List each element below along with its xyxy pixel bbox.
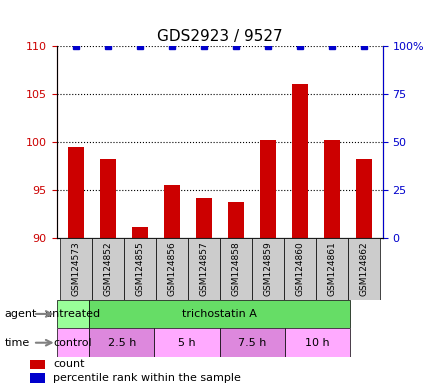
- Text: GSM124859: GSM124859: [263, 241, 272, 296]
- Text: trichostatin A: trichostatin A: [182, 309, 256, 319]
- FancyBboxPatch shape: [251, 238, 283, 300]
- FancyBboxPatch shape: [59, 238, 92, 300]
- Text: control: control: [53, 338, 92, 348]
- Bar: [355, 159, 371, 238]
- Text: GSM124860: GSM124860: [294, 241, 303, 296]
- FancyBboxPatch shape: [347, 238, 379, 300]
- Bar: [132, 227, 148, 238]
- Text: untreated: untreated: [45, 309, 100, 319]
- Bar: [227, 202, 243, 238]
- Text: GSM124858: GSM124858: [230, 241, 240, 296]
- Text: agent: agent: [4, 309, 36, 319]
- FancyBboxPatch shape: [284, 328, 349, 357]
- Text: 2.5 h: 2.5 h: [107, 338, 136, 348]
- FancyBboxPatch shape: [92, 238, 123, 300]
- Text: 7.5 h: 7.5 h: [237, 338, 266, 348]
- Text: time: time: [4, 338, 30, 348]
- FancyBboxPatch shape: [155, 238, 187, 300]
- Bar: [259, 140, 275, 238]
- FancyBboxPatch shape: [219, 328, 284, 357]
- Text: GSM124857: GSM124857: [199, 241, 208, 296]
- Bar: [30, 373, 45, 382]
- Bar: [68, 147, 83, 238]
- Text: 5 h: 5 h: [178, 338, 195, 348]
- Text: GSM124861: GSM124861: [326, 241, 335, 296]
- FancyBboxPatch shape: [89, 328, 154, 357]
- Text: GSM124856: GSM124856: [167, 241, 176, 296]
- FancyBboxPatch shape: [154, 328, 219, 357]
- Bar: [99, 159, 115, 238]
- Bar: [30, 360, 45, 369]
- Bar: [291, 84, 307, 238]
- FancyBboxPatch shape: [283, 238, 315, 300]
- Text: count: count: [53, 359, 84, 369]
- Text: GSM124855: GSM124855: [135, 241, 144, 296]
- FancyBboxPatch shape: [123, 238, 155, 300]
- FancyBboxPatch shape: [187, 238, 219, 300]
- Bar: [323, 140, 339, 238]
- Text: GSM124862: GSM124862: [358, 241, 367, 296]
- Bar: [163, 185, 179, 238]
- Text: GSM124573: GSM124573: [71, 241, 80, 296]
- FancyBboxPatch shape: [89, 300, 349, 328]
- Text: percentile rank within the sample: percentile rank within the sample: [53, 373, 240, 383]
- FancyBboxPatch shape: [219, 238, 251, 300]
- Bar: [195, 198, 211, 238]
- FancyBboxPatch shape: [315, 238, 347, 300]
- FancyBboxPatch shape: [56, 328, 89, 357]
- Text: GSM124852: GSM124852: [103, 241, 112, 296]
- Text: 10 h: 10 h: [305, 338, 329, 348]
- Title: GDS2923 / 9527: GDS2923 / 9527: [157, 28, 282, 43]
- FancyBboxPatch shape: [56, 300, 89, 328]
